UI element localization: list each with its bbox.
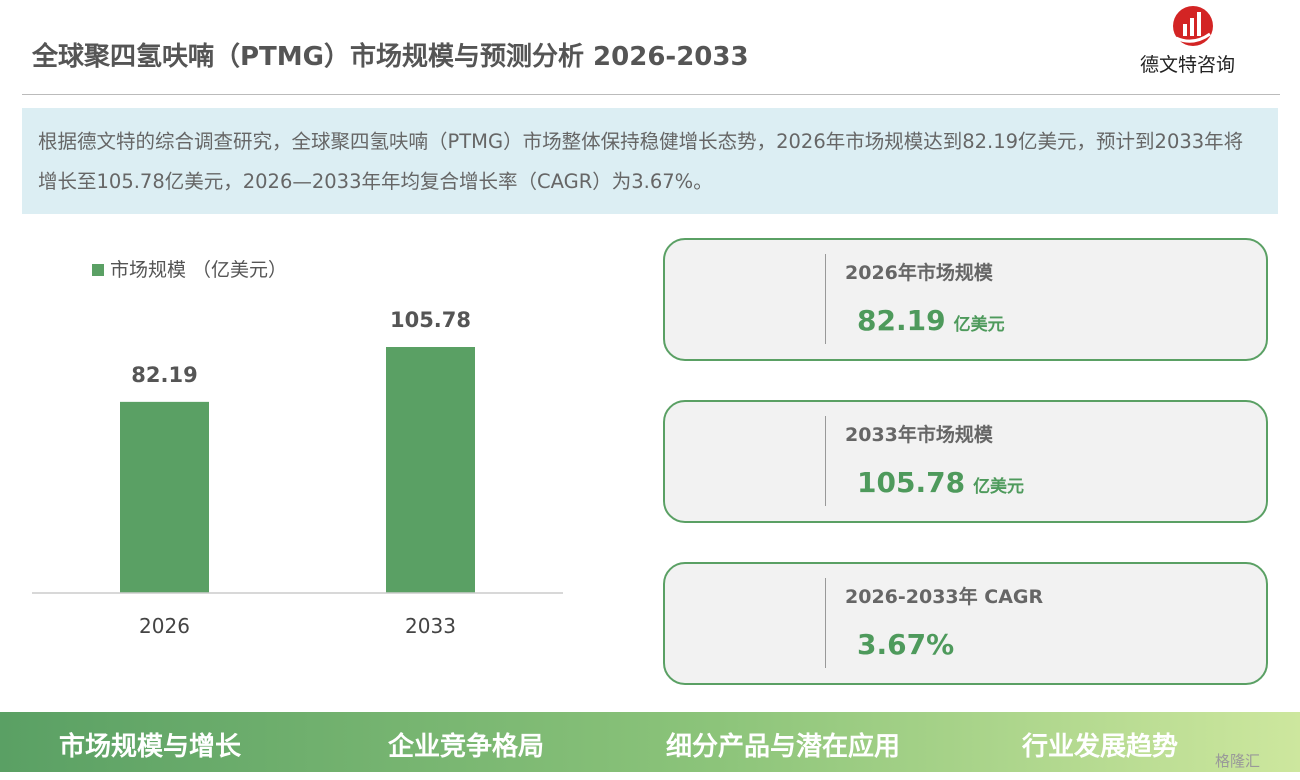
card-value-row: 105.78 亿美元 (857, 466, 1024, 499)
summary: 根据德文特的综合调查研究，全球聚四氢呋喃（PTMG）市场整体保持稳健增长态势，2… (22, 108, 1278, 214)
watermark: 格隆汇 (1215, 752, 1261, 770)
card-value-row: 82.19 亿美元 (857, 304, 1005, 337)
legend-label: 市场规模 （亿美元） (110, 259, 287, 281)
card-divider (825, 416, 826, 506)
card-unit: 亿美元 (953, 315, 1005, 335)
footer-tab: 企业竞争格局 (387, 732, 544, 762)
x-tick-label: 2033 (405, 614, 456, 638)
card-value: 105.78 (857, 466, 966, 499)
card-unit: 亿美元 (973, 477, 1025, 497)
card-title: 2026-2033年 CAGR (845, 586, 1044, 608)
chart: 市场规模 （亿美元） 82.19 105.78 2026 2033 (32, 259, 563, 638)
card-title: 2026年市场规模 (845, 262, 993, 284)
logo-icon (1173, 6, 1213, 46)
bar (120, 401, 209, 593)
data-label: 82.19 (131, 363, 197, 387)
x-tick-label: 2026 (139, 614, 190, 638)
footer-tab: 行业发展趋势 (1021, 732, 1178, 762)
card-value: 82.19 (857, 304, 946, 337)
card-title: 2033年市场规模 (845, 424, 993, 446)
footer: 市场规模与增长 企业竞争格局 细分产品与潜在应用 行业发展趋势 (0, 712, 1300, 772)
stat-card: 2026年市场规模 82.19 亿美元 (663, 238, 1268, 361)
divider (22, 94, 1280, 95)
stat-card: 2033年市场规模 105.78 亿美元 (663, 400, 1268, 523)
page-title: 全球聚四氢呋喃（PTMG）市场规模与预测分析 2026-2033 (32, 42, 749, 72)
legend-swatch (92, 264, 104, 276)
brand: 德文特咨询 (1140, 54, 1236, 76)
card-value-row: 3.67% (857, 628, 954, 661)
bar (386, 347, 475, 593)
footer-tab: 细分产品与潜在应用 (665, 732, 900, 762)
stat-card: 2026-2033年 CAGR 3.67% (663, 562, 1268, 685)
card-divider (825, 254, 826, 344)
card-value: 3.67% (857, 628, 955, 661)
data-label: 105.78 (390, 308, 471, 332)
card-divider (825, 578, 826, 668)
footer-tab: 市场规模与增长 (58, 732, 241, 762)
